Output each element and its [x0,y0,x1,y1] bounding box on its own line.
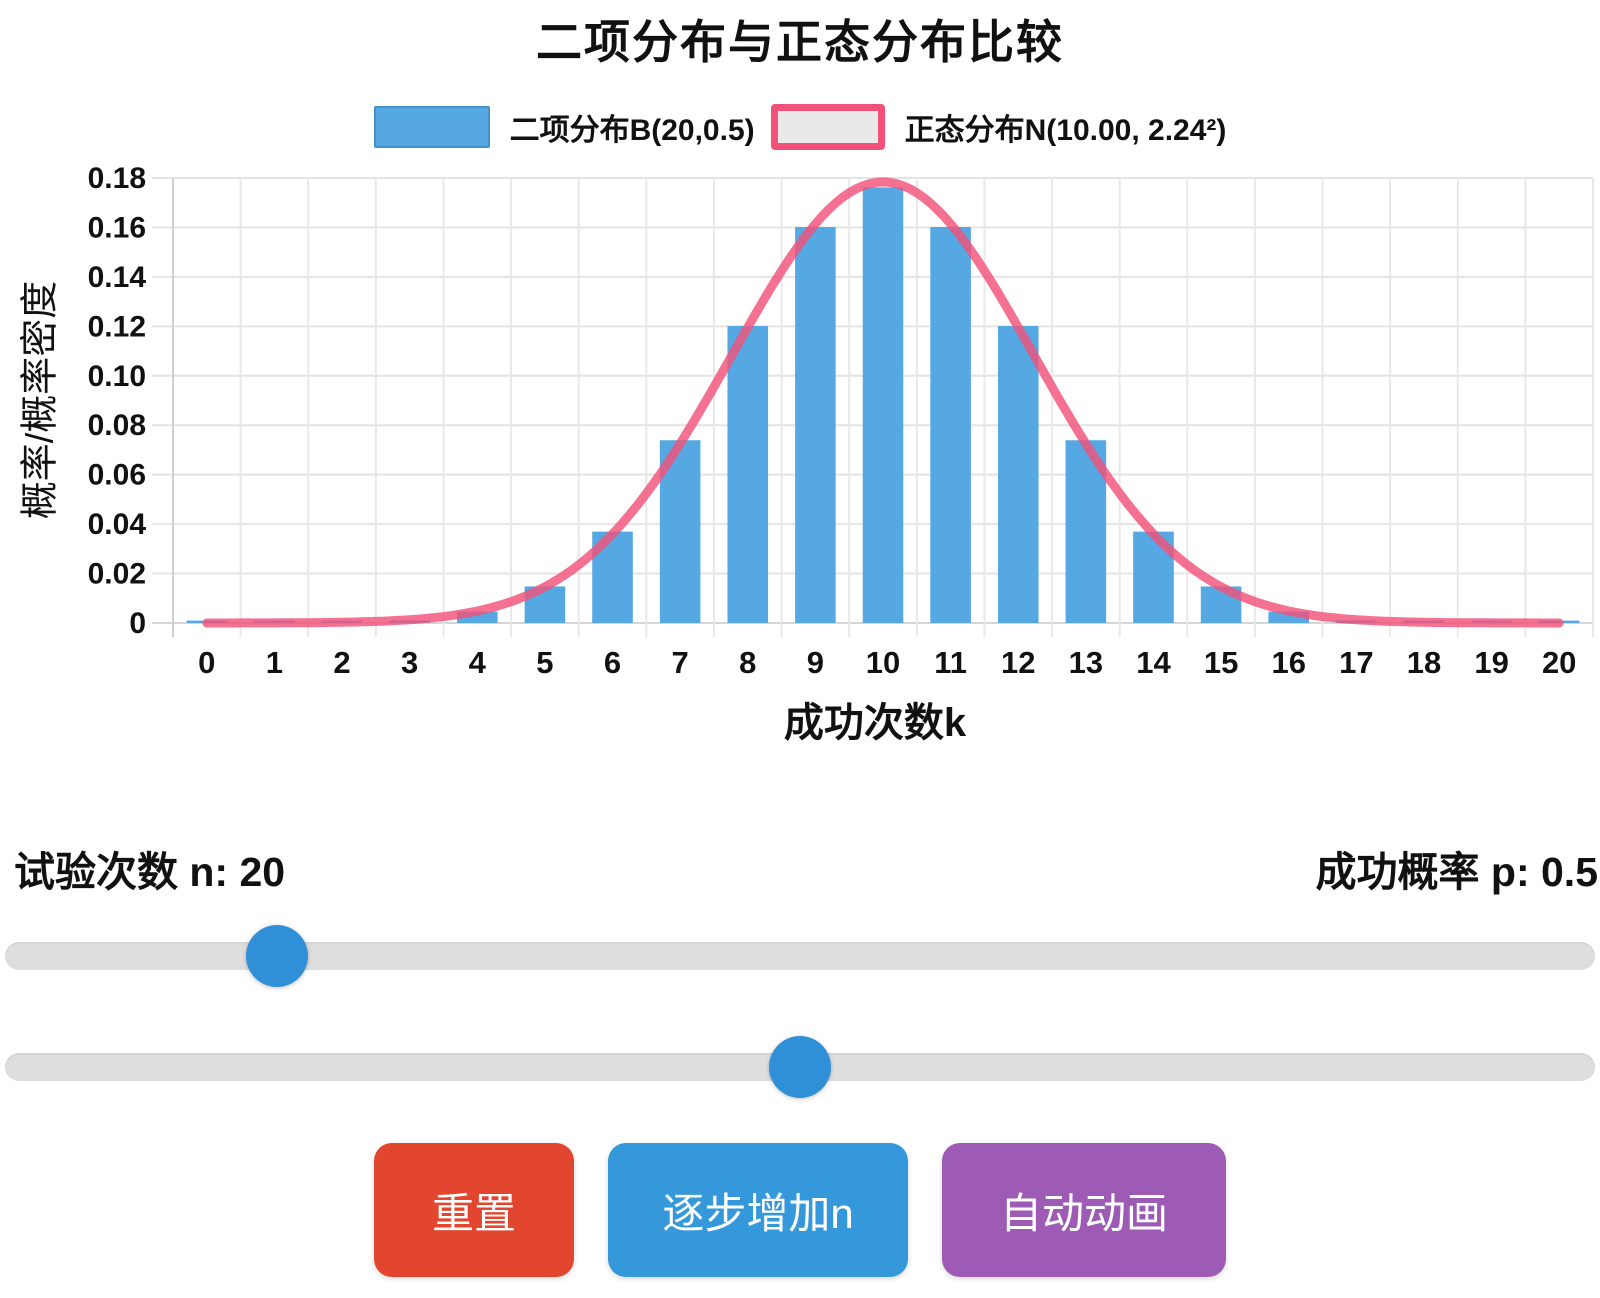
y-tick-label: 0.12 [88,310,146,343]
x-tick-label: 16 [1271,645,1305,680]
y-tick-label: 0.04 [88,508,147,541]
x-tick-label: 10 [866,645,900,680]
binomial-bar [930,227,971,623]
y-tick-label: 0.18 [88,162,146,195]
x-tick-label: 19 [1474,645,1508,680]
slider-n[interactable] [5,925,1595,987]
binomial-bar [997,326,1039,623]
slider-p[interactable] [5,1036,1595,1098]
y-tick-label: 0.06 [88,459,146,492]
y-tick-label: 0.02 [88,558,146,591]
y-tick-label: 0.14 [88,261,147,294]
binomial-bar [727,326,769,623]
y-tick-label: 0.16 [88,211,146,244]
probability-p-label: 成功概率 p: 0.5 [1315,849,1598,895]
slider-n-thumb[interactable] [246,925,309,987]
binomial-bar [1268,611,1309,623]
binomial-bar [795,227,836,623]
x-tick-label: 15 [1204,645,1238,680]
chart-legend: 二项分布B(20,0.5) 正态分布N(10.00, 2.24²) [0,104,1600,150]
x-axis-title: 成功次数k [783,701,967,745]
x-tick-label: 1 [266,645,283,680]
legend-item-binomial[interactable]: 二项分布B(20,0.5) [373,105,755,149]
x-tick-label: 7 [672,645,689,680]
button-row: 重置 逐步增加n 自动动画 [0,1143,1600,1277]
y-tick-label: 0.10 [88,360,146,393]
x-tick-label: 14 [1136,645,1171,680]
binomial-bar [457,611,498,623]
x-tick-label: 5 [536,645,553,680]
x-tick-label: 3 [401,645,418,680]
distribution-chart: 00.020.040.060.080.100.120.140.160.180 1 2… [88,162,1594,680]
trials-n-label: 试验次数 n: 20 [14,849,286,895]
normal-swatch-icon [770,104,885,150]
x-tick-label: 11 [934,645,967,680]
reset-button[interactable]: 重置 [374,1143,574,1277]
y-axis-title: 概率/概率密度 [19,280,62,520]
x-tick-label: 20 [1542,645,1576,680]
y-tick-label: 0 [129,607,146,640]
x-tick-label: 12 [1001,645,1035,680]
x-tick-label: 9 [807,645,824,680]
legend-label-normal: 正态分布N(10.00, 2.24²) [904,114,1227,147]
binomial-swatch-icon [373,106,490,148]
normal-curve [202,177,1564,628]
legend-item-normal[interactable]: 正态分布N(10.00, 2.24²) [770,104,1227,150]
binomial-bar [862,187,904,623]
x-tick-label: 6 [604,645,621,680]
auto-animate-button[interactable]: 自动动画 [942,1143,1226,1277]
legend-label-binomial: 二项分布B(20,0.5) [509,114,755,147]
y-tick-label: 0.08 [88,409,146,442]
x-tick-label: 4 [469,645,487,680]
x-tick-label: 13 [1069,645,1103,680]
slider-p-thumb[interactable] [769,1036,831,1098]
x-tick-label: 0 [198,645,215,680]
step-increase-n-button[interactable]: 逐步增加n [608,1143,908,1277]
x-tick-label: 18 [1407,645,1441,680]
x-tick-label: 2 [333,645,350,680]
page-title: 二项分布与正态分布比较 [536,16,1064,68]
x-tick-label: 8 [739,645,756,680]
x-tick-label: 17 [1339,645,1373,680]
